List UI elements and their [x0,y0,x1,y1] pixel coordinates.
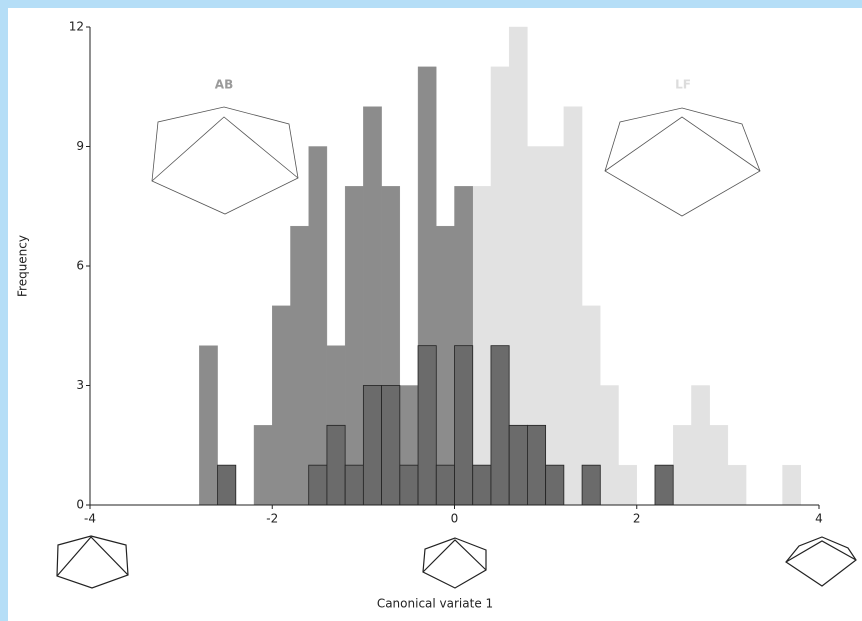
bar [619,465,637,505]
bar [290,226,308,505]
bar [728,465,746,505]
bar [564,107,582,505]
bar [309,465,327,505]
bar [509,425,527,505]
bar [455,346,473,505]
bar [199,346,217,505]
bar [655,465,673,505]
bar [527,425,545,505]
bar [546,465,564,505]
bar [382,386,400,506]
x-tick-label: 2 [633,512,641,526]
bar [691,386,709,506]
x-axis-label: Canonical variate 1 [377,597,493,611]
bar [400,465,418,505]
group-label: AB [215,78,233,92]
bar [345,465,363,505]
bar [783,465,801,505]
bar [600,386,618,506]
bar [473,186,491,505]
bar [673,425,691,505]
bar [473,465,491,505]
bar [710,425,728,505]
bar [254,425,272,505]
y-tick-label: 6 [76,259,84,273]
bar [363,386,381,506]
y-tick-label: 12 [69,20,84,34]
y-tick-label: 3 [76,378,84,392]
bar [218,465,236,505]
bar [327,425,345,505]
y-axis-label: Frequency [16,235,30,297]
group-label: LF [675,78,691,92]
chart: Canonical variate 1 Frequency 0 3 6 9 12 -4 -2… [0,0,862,621]
x-tick-label: 4 [815,512,823,526]
bar [309,147,327,506]
y-tick-label: 0 [76,498,84,512]
bar [436,465,454,505]
bar [546,147,564,506]
x-tick-label: 0 [451,512,459,526]
x-tick-label: -4 [84,512,96,526]
bar [582,465,600,505]
bar [345,186,363,505]
bar [272,306,290,505]
page: Canonical variate 1 Frequency 0 3 6 9 12 -4 -2… [0,0,862,621]
bar [491,346,509,505]
bar [418,346,436,505]
y-tick-label: 9 [76,139,84,153]
bar [436,226,454,505]
x-tick-label: -2 [266,512,278,526]
